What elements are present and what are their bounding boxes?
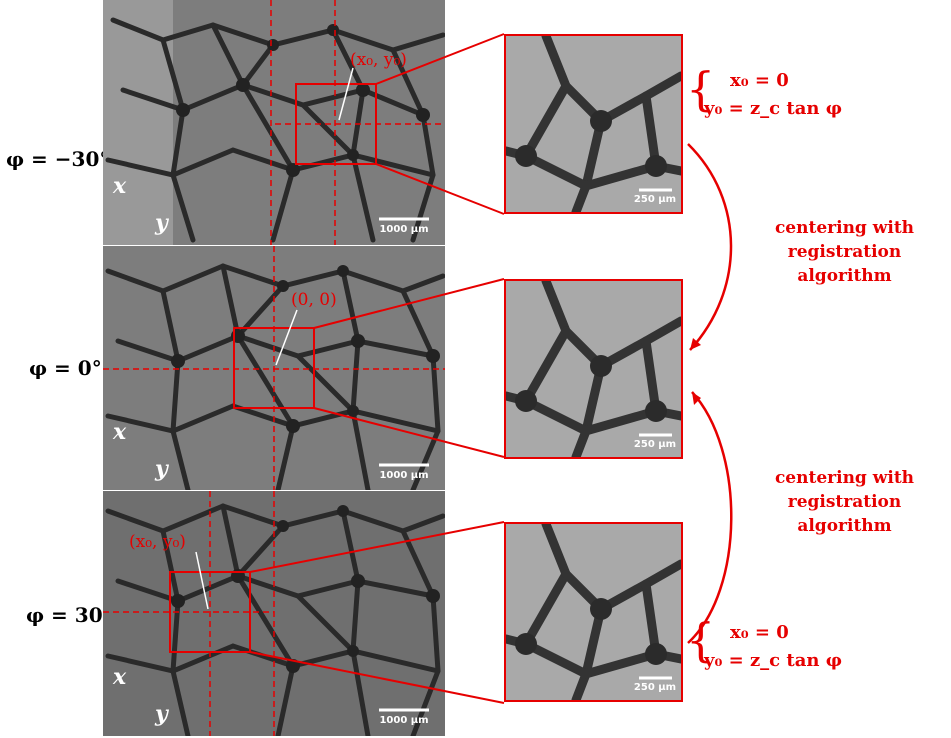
axis-y-label-middle: y [155,456,168,482]
equation-bottom-line2: y₀ = z_c tan φ [704,650,843,671]
brace-top: { [686,62,716,116]
zoom-scale-label-top: 250 μm [633,194,677,205]
axis-y-label-top: y [155,210,168,236]
zoom-inset-top: 250 μm [504,34,683,214]
equation-bottom-line1: x₀ = 0 [730,622,789,643]
scale-bar-label-bottom: 1000 μm [379,715,429,726]
origin-label-middle: (0, 0) [291,290,337,310]
network-texture [103,0,445,245]
equation-top-line1: x₀ = 0 [730,70,789,91]
zoom-texture [506,36,681,212]
micrograph-panel-middle: (0, 0) 1000 μm x y [103,246,445,490]
network-texture [103,246,445,490]
origin-label-bottom: (x₀, y₀) [129,532,186,552]
micrograph-panel-top: (x₀, y₀) 1000 μm x y [103,0,445,245]
angle-label-plus-30: φ = 30° [26,603,113,627]
zoom-scale-label-middle: 250 μm [633,439,677,450]
zoom-texture [506,524,681,700]
zoom-scale-label-bottom: 250 μm [633,682,677,693]
axis-y-label-bottom: y [155,701,168,727]
micrograph-panel-bottom: (x₀, y₀) 1000 μm x y [103,491,445,736]
angle-label-minus-30: φ = −30° [6,147,110,171]
zoom-inset-bottom: 250 μm [504,522,683,702]
scale-bar-label-middle: 1000 μm [379,470,429,481]
angle-label-0: φ = 0° [29,356,102,380]
zoom-inset-middle: 250 μm [504,279,683,459]
axis-x-label-middle: x [113,419,127,445]
scale-bar-label-top: 1000 μm [379,224,429,235]
caption-upper: centering with registration algorithm [774,218,915,286]
origin-label-top: (x₀, y₀) [350,50,407,70]
brace-bottom: { [686,613,716,667]
axis-x-label-bottom: x [113,664,127,690]
zoom-texture [506,281,681,457]
axis-x-label-top: x [113,173,127,199]
equation-top-line2: y₀ = z_c tan φ [704,98,843,119]
caption-lower: centering with registration algorithm [774,468,915,536]
network-texture [103,491,445,736]
